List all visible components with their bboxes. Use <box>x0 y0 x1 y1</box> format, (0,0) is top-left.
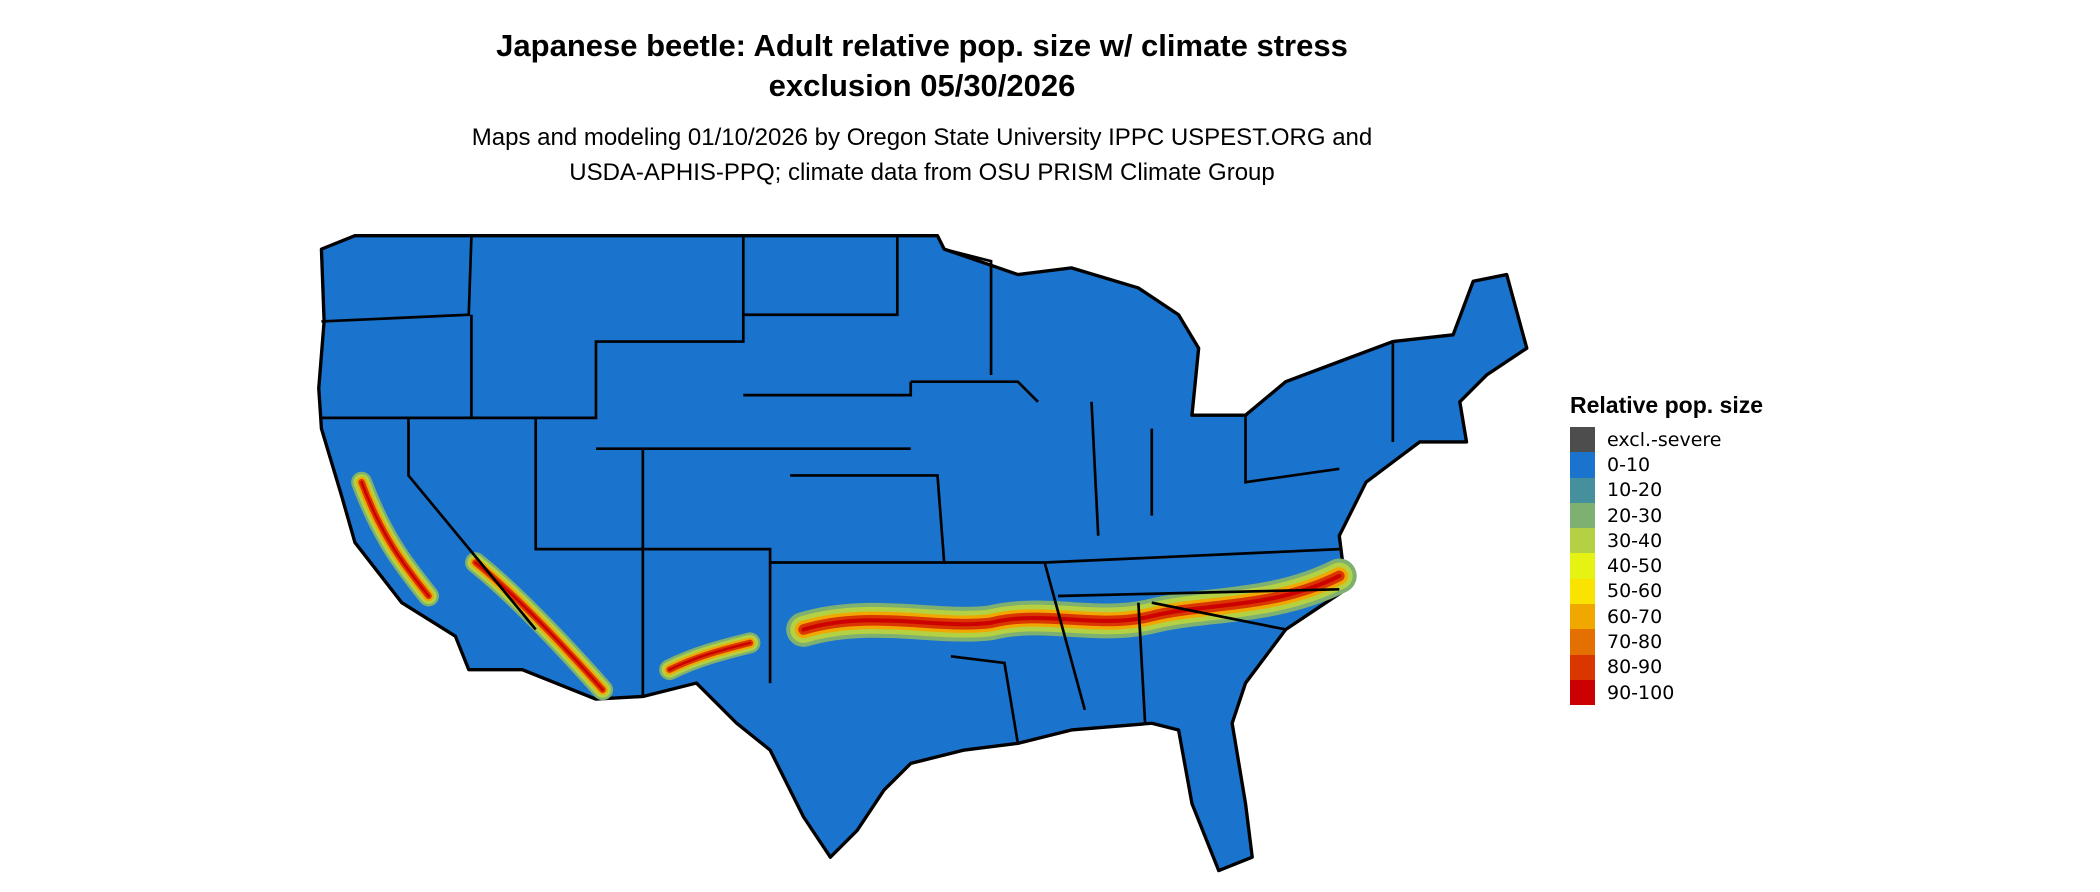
legend-item: 60-70 <box>1570 604 1763 630</box>
legend-swatch <box>1570 528 1595 554</box>
legend-label: 0-10 <box>1607 453 1651 476</box>
population-band <box>351 471 1357 701</box>
legend-item: 20-30 <box>1570 502 1763 529</box>
legend-title: Relative pop. size <box>1570 392 1764 418</box>
population-band-layer <box>360 480 430 598</box>
legend-swatch <box>1570 427 1595 453</box>
map-subtitle: Maps and modeling 01/10/2026 by Oregon S… <box>471 124 1373 151</box>
legend-item: excl.-severe <box>1570 427 1763 453</box>
population-band-layer <box>801 573 1342 632</box>
legend-label: 60-70 <box>1607 605 1663 628</box>
legend-item: 70-80 <box>1570 629 1763 655</box>
legend-swatch <box>1570 452 1595 478</box>
legend-swatch <box>1570 679 1595 706</box>
legend-swatch <box>1570 654 1595 680</box>
legend-swatch <box>1570 553 1595 579</box>
legend-label: 10-20 <box>1607 479 1663 502</box>
legend-label: 50-60 <box>1607 580 1663 603</box>
legend-item: 90-100 <box>1570 679 1763 706</box>
legend: Relative pop. size excl.-severe 0-10 10-20… <box>1570 392 1764 706</box>
legend-item: 40-50 <box>1570 553 1763 579</box>
legend-label: 40-50 <box>1607 555 1663 578</box>
legend-item: 50-60 <box>1570 578 1763 605</box>
legend-label: 90-100 <box>1607 681 1675 704</box>
map-subtitle-line2: USDA-APHIS-PPQ; climate data from OSU PR… <box>569 159 1275 186</box>
population-band-layer <box>668 641 752 671</box>
legend-item: 0-10 <box>1570 452 1763 478</box>
map-title-line2: exclusion 05/30/2026 <box>768 68 1076 103</box>
legend-swatch <box>1570 578 1595 605</box>
legend-swatch <box>1570 604 1595 630</box>
legend-label: 80-90 <box>1607 656 1663 679</box>
legend-swatch <box>1570 629 1595 655</box>
legend-label: excl.-severe <box>1607 428 1722 451</box>
map-title: Japanese beetle: Adult relative pop. siz… <box>496 28 1348 63</box>
legend-item: 10-20 <box>1570 477 1763 503</box>
legend-item: 30-40 <box>1570 528 1763 554</box>
legend-item: 80-90 <box>1570 654 1763 680</box>
legend-label: 30-40 <box>1607 529 1663 552</box>
legend-label: 20-30 <box>1607 504 1663 527</box>
us-outline <box>317 234 1529 873</box>
legend-swatch <box>1570 502 1595 529</box>
state-borders <box>321 235 1395 744</box>
legend-label: 70-80 <box>1607 631 1663 654</box>
legend-swatch <box>1570 477 1595 503</box>
